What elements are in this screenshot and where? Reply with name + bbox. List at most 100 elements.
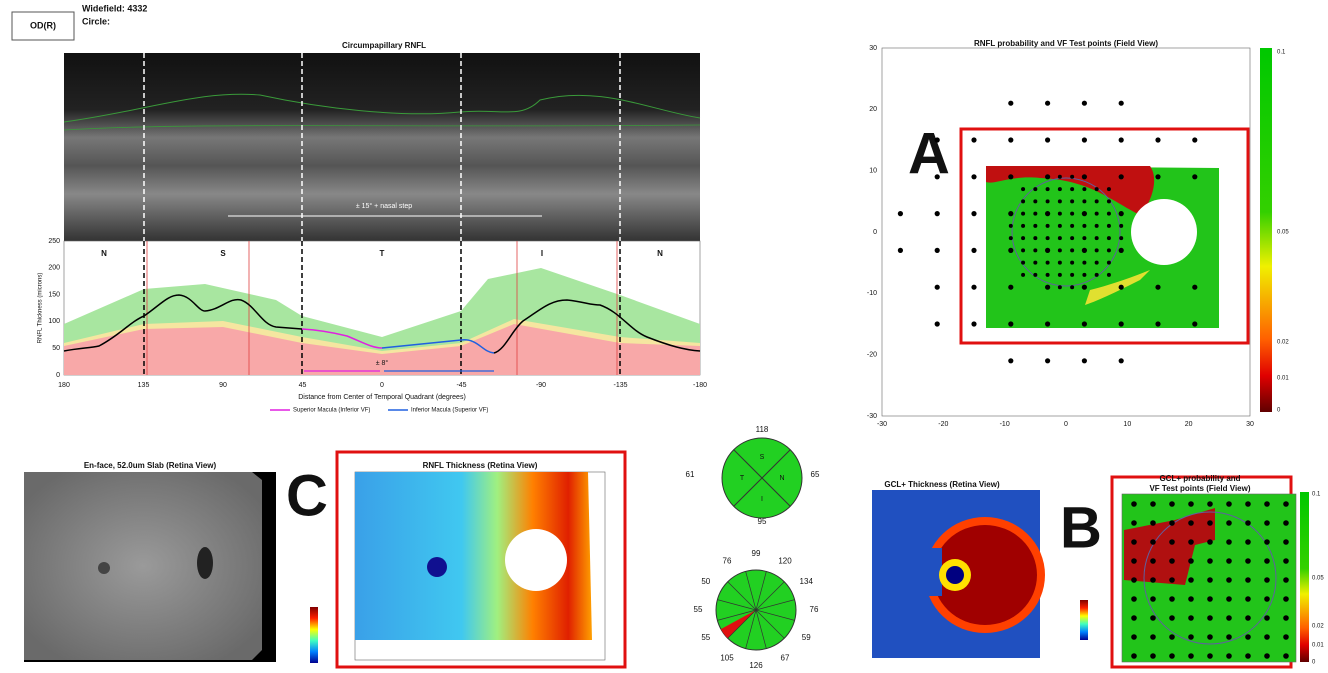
- vf-point: [1033, 187, 1037, 191]
- gcl-prob-title: VF Test points (Field View): [1149, 484, 1250, 493]
- vf-point: [1188, 634, 1194, 640]
- vf-point: [1009, 236, 1013, 240]
- vf-point: [1264, 539, 1270, 545]
- vf-point: [1021, 187, 1025, 191]
- vf-point: [1245, 577, 1251, 583]
- vf-point: [1009, 212, 1013, 216]
- x-tick-label: 20: [1185, 421, 1193, 428]
- quadrant-value: 65: [811, 470, 820, 479]
- vf-point: [1045, 101, 1050, 106]
- x-tick-label: -30: [877, 421, 887, 428]
- vf-point: [1046, 273, 1050, 277]
- y-tick-label: 250: [48, 238, 60, 245]
- blind-spot: [1131, 199, 1197, 265]
- vf-point: [1058, 261, 1062, 265]
- vf-point: [1169, 501, 1175, 507]
- vf-point: [1131, 615, 1137, 621]
- vf-point: [1226, 520, 1232, 526]
- vf-point: [1107, 261, 1111, 265]
- quadrant-label: N: [101, 249, 107, 258]
- vf-point: [1033, 261, 1037, 265]
- vf-point: [1207, 577, 1213, 583]
- y-tick-label: 200: [48, 265, 60, 272]
- vf-point: [1131, 501, 1137, 507]
- colorbar: [1300, 492, 1309, 662]
- y-tick-label: 30: [869, 45, 877, 52]
- x-tick-label: 0: [1064, 421, 1068, 428]
- vf-point: [1070, 273, 1074, 277]
- vf-point: [1046, 199, 1050, 203]
- vf-point: [1283, 501, 1289, 507]
- clock-value: 59: [802, 633, 811, 642]
- vf-point: [1264, 520, 1270, 526]
- vf-point: [1264, 653, 1270, 659]
- gcl-gap: [872, 548, 942, 596]
- colorbar: [310, 607, 318, 663]
- vf-point: [1046, 175, 1050, 179]
- quadrant-letter: N: [779, 475, 784, 482]
- vf-point: [1070, 285, 1074, 289]
- x-tick-label: 90: [219, 382, 227, 389]
- quadrant-label: S: [220, 249, 226, 258]
- vf-point: [1008, 285, 1013, 290]
- vf-point: [1192, 285, 1197, 290]
- vf-point: [1070, 236, 1074, 240]
- vf-point: [1095, 248, 1099, 252]
- vf-point: [1283, 596, 1289, 602]
- x-tick-label: -20: [938, 421, 948, 428]
- vf-point: [1058, 199, 1062, 203]
- vf-point: [1169, 577, 1175, 583]
- vf-point: [1283, 634, 1289, 640]
- vf-point: [1245, 501, 1251, 507]
- vf-point: [1264, 501, 1270, 507]
- vf-point: [1082, 321, 1087, 326]
- vf-point: [1021, 224, 1025, 228]
- x-tick-label: -45: [456, 382, 466, 389]
- vf-point: [1264, 615, 1270, 621]
- y-tick-label: 10: [869, 168, 877, 175]
- vf-point: [1131, 653, 1137, 659]
- clock-value: 134: [800, 577, 814, 586]
- y-tick-label: 20: [869, 106, 877, 113]
- vf-point: [1283, 539, 1289, 545]
- quadrant-label: T: [380, 249, 385, 258]
- colorbar-label: 0.01: [1312, 643, 1324, 649]
- vf-point: [1207, 558, 1213, 564]
- y-tick-label: -10: [867, 290, 877, 297]
- y-tick-label: -20: [867, 352, 877, 359]
- vf-point: [1045, 321, 1050, 326]
- vf-point: [1033, 212, 1037, 216]
- vf-point: [1207, 520, 1213, 526]
- vf-point: [1045, 137, 1050, 142]
- vf-point: [1082, 212, 1086, 216]
- vf-point: [1021, 199, 1025, 203]
- x-tick-label: 30: [1246, 421, 1254, 428]
- vf-point: [1192, 321, 1197, 326]
- x-tick-label: 0: [380, 382, 384, 389]
- vf-point: [971, 174, 976, 179]
- y-tick-label: 50: [52, 345, 60, 352]
- vf-point: [1082, 101, 1087, 106]
- quadrant-value: 61: [686, 470, 695, 479]
- vf-point: [1188, 558, 1194, 564]
- vf-point: [1058, 273, 1062, 277]
- clock-chart: 9912013476596712610555555076: [694, 549, 819, 670]
- colorbar: [1260, 48, 1272, 412]
- vf-point: [1033, 236, 1037, 240]
- colorbar-label: 0.05: [1277, 230, 1289, 236]
- eye: OD(R): [30, 20, 56, 30]
- panel-label: B: [1060, 495, 1102, 560]
- vf-point: [971, 137, 976, 142]
- vf-point: [1008, 174, 1013, 179]
- vf-point: [1046, 285, 1050, 289]
- vf-point: [1107, 273, 1111, 277]
- vf-point: [1226, 558, 1232, 564]
- vf-point: [1119, 224, 1123, 228]
- vf-point: [1245, 596, 1251, 602]
- vf-point: [1131, 539, 1137, 545]
- vf-point: [1245, 558, 1251, 564]
- vf-point: [1021, 236, 1025, 240]
- quadrant-letter: I: [761, 496, 763, 503]
- vf-point: [1058, 236, 1062, 240]
- vf-point: [1131, 596, 1137, 602]
